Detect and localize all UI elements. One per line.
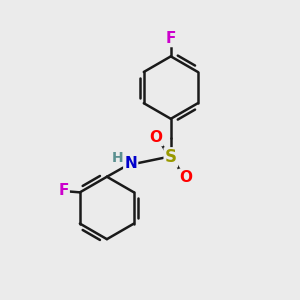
Text: O: O (179, 170, 192, 185)
Text: S: S (165, 148, 177, 166)
Text: O: O (149, 130, 162, 145)
Text: F: F (166, 31, 176, 46)
Text: F: F (58, 183, 69, 198)
Text: H: H (112, 151, 123, 165)
Text: N: N (124, 156, 137, 171)
